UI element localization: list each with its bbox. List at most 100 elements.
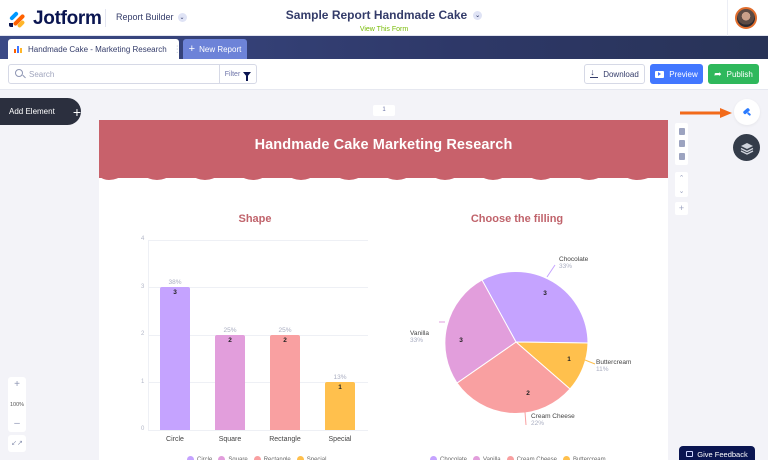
duplicate-icon[interactable]	[678, 140, 685, 148]
pie-value-buttercream: 1	[567, 356, 571, 363]
bar-percent-label: 38%	[168, 279, 182, 286]
edit-icon[interactable]	[678, 127, 685, 135]
report-chart-icon	[14, 45, 22, 53]
pie-label-vanilla: Vanilla 33%	[410, 330, 430, 345]
user-avatar[interactable]	[735, 7, 757, 29]
page-number: 1	[373, 105, 395, 116]
gridline	[148, 335, 368, 336]
publish-button[interactable]: ➦ Publish	[708, 64, 759, 84]
download-icon	[590, 67, 599, 78]
x-tick: Special	[328, 436, 352, 443]
pie-slice-chocolate[interactable]	[481, 270, 589, 344]
download-label: Download	[603, 69, 639, 79]
y-tick: 3	[141, 284, 145, 290]
bar-circle[interactable]	[160, 287, 190, 430]
search-input[interactable]	[29, 69, 219, 79]
share-arrow-icon: ➦	[714, 68, 722, 79]
plus-icon: +	[188, 43, 196, 55]
layers-button[interactable]	[733, 134, 760, 161]
search-icon	[13, 65, 29, 83]
bar-percent-label: 25%	[278, 327, 292, 334]
fit-to-screen-button[interactable]: ↙↗	[8, 435, 26, 452]
give-feedback-button[interactable]: Give Feedback	[679, 446, 755, 460]
pie-value-vanilla: 3	[459, 337, 463, 344]
pie-slice-vanilla[interactable]	[444, 279, 517, 384]
bar-value-label: 3	[173, 289, 177, 296]
new-report-button[interactable]: + New Report	[183, 39, 247, 59]
legend-item[interactable]: Buttercream	[562, 456, 606, 460]
jotform-logo-icon	[9, 10, 27, 29]
bar-value-label: 2	[283, 337, 287, 344]
preview-label: Preview	[669, 69, 698, 79]
pie-value-cream-cheese: 2	[526, 390, 530, 397]
orange-arrow-annotation	[680, 108, 732, 118]
divider	[727, 0, 728, 36]
bar-chart-title: Shape	[238, 213, 272, 225]
legend-item[interactable]: Circle	[187, 456, 212, 460]
pie-label-buttercream: Buttercream 11%	[596, 359, 632, 374]
publish-label: Publish	[726, 69, 753, 79]
move-up-icon[interactable]: ⌃	[678, 175, 685, 183]
zoom-in-button[interactable]: +	[14, 379, 20, 390]
tab-label: Handmade Cake - Marketing Research	[28, 44, 167, 54]
toolbar: Filter Download Preview ➦ Publish	[0, 59, 768, 90]
legend-item[interactable]: Rectangle	[253, 456, 291, 460]
y-axis-line	[148, 240, 149, 430]
y-tick: 0	[141, 426, 145, 432]
paint-brush-icon	[743, 108, 751, 116]
legend-item[interactable]: Special	[296, 456, 326, 460]
trash-icon[interactable]	[678, 153, 685, 161]
add-below-button[interactable]: +	[675, 202, 688, 215]
report-page[interactable]: Handmade Cake Marketing Research Shape 4…	[99, 120, 668, 460]
top-header: Jotform Report Builder ⌄ Sample Report H…	[0, 0, 768, 36]
search-box: Filter	[8, 64, 257, 84]
chevron-down-icon: ⌄	[473, 10, 483, 20]
gridline	[148, 382, 368, 383]
report-designer-button[interactable]	[734, 99, 760, 125]
preview-button[interactable]: Preview	[650, 64, 703, 84]
legend-item[interactable]: Vanilla	[473, 456, 501, 460]
new-report-label: New Report	[199, 44, 242, 54]
legend-item[interactable]: Square	[218, 456, 248, 460]
legend-item[interactable]: Cream Cheese	[506, 456, 557, 460]
feedback-icon	[686, 451, 694, 457]
y-tick: 4	[141, 236, 145, 242]
jotform-logo[interactable]: Jotform	[9, 8, 102, 30]
bar-square[interactable]	[215, 335, 245, 430]
download-button[interactable]: Download	[584, 64, 645, 84]
report-title: Sample Report Handmade Cake	[285, 8, 468, 22]
bar-rectangle[interactable]	[270, 335, 300, 430]
report-tab-strip: Handmade Cake - Marketing Research ⋮ + N…	[0, 36, 768, 59]
kebab-menu-icon[interactable]: ⋮	[172, 43, 182, 54]
gridline	[148, 287, 368, 288]
layers-icon	[740, 142, 753, 155]
add-element-button[interactable]: Add Element +	[0, 98, 81, 125]
app-switcher-dropdown[interactable]: Report Builder ⌄	[116, 12, 187, 22]
pie-label-cream-cheese: Cream Cheese 22%	[531, 413, 575, 428]
element-toolbar	[675, 123, 688, 165]
pie-value-chocolate: 3	[543, 290, 547, 297]
wave-divider	[99, 170, 668, 180]
report-title-dropdown[interactable]: Sample Report Handmade Cake ⌄	[285, 8, 483, 22]
legend-item[interactable]: Chocolate	[430, 456, 467, 460]
pie-slice-cream-cheese[interactable]	[456, 341, 571, 415]
x-tick: Square	[218, 436, 242, 443]
bar-special[interactable]	[325, 382, 355, 430]
zoom-out-button[interactable]: –	[14, 418, 20, 429]
brand-name: Jotform	[33, 8, 102, 29]
y-tick: 2	[141, 331, 145, 337]
pie-chart-title: Choose the filling	[470, 213, 564, 225]
gridline	[148, 240, 368, 241]
report-header-banner[interactable]: Handmade Cake Marketing Research	[99, 120, 668, 178]
move-down-icon[interactable]: ⌄	[678, 187, 685, 195]
bar-percent-label: 13%	[333, 374, 347, 381]
x-tick: Circle	[166, 436, 184, 443]
zoom-control: + 100% –	[8, 377, 26, 432]
add-element-label: Add Element	[9, 107, 55, 116]
zoom-level: 100%	[9, 401, 25, 408]
tab-handmade-cake-report[interactable]: Handmade Cake - Marketing Research ⋮	[8, 39, 182, 59]
app-switcher-label: Report Builder	[116, 12, 174, 22]
filter-button[interactable]: Filter	[219, 65, 256, 83]
pie-chart	[439, 264, 596, 426]
view-form-link[interactable]: View This Form	[359, 26, 409, 33]
